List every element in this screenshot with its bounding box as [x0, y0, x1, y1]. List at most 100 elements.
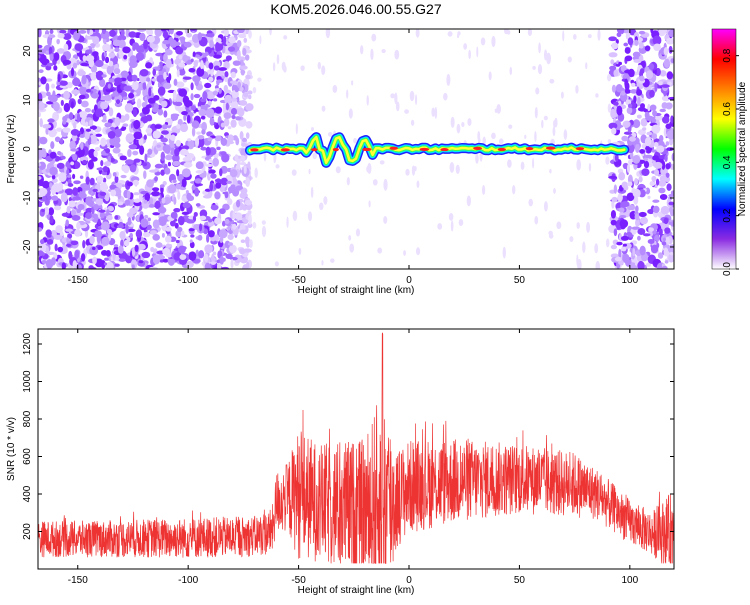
heatmap-noise-blob	[106, 215, 113, 221]
heatmap-noise-blob	[101, 236, 110, 246]
heatmap-faint-blob	[272, 62, 276, 72]
x-tick-label: 100	[621, 275, 638, 286]
heatmap-noise-blob	[125, 133, 135, 143]
heatmap-noise-blob	[101, 74, 107, 78]
heatmap-faint-blob	[443, 92, 448, 101]
heatmap-noise-blob	[181, 111, 188, 116]
heatmap-noise-blob	[39, 118, 43, 128]
heatmap-noise-blob	[93, 150, 98, 158]
heatmap-noise-blob	[151, 78, 157, 82]
chart-title: KOM5.2026.046.00.55.G27	[270, 1, 441, 17]
heatmap-noise-blob	[46, 101, 54, 105]
heatmap-noise-blob	[181, 230, 185, 237]
heatmap-noise-blob	[74, 250, 80, 260]
heatmap-noise-blob	[41, 252, 45, 256]
heatmap-noise-blob	[99, 211, 105, 219]
heatmap-noise-blob	[105, 147, 111, 154]
heatmap-noise-blob	[61, 262, 67, 269]
heatmap-noise-blob	[103, 51, 107, 58]
heatmap-noise-blob	[92, 256, 97, 265]
heatmap-noise-blob	[151, 106, 159, 113]
heatmap-noise-blob	[38, 48, 47, 55]
heatmap-noise-blob	[209, 182, 214, 192]
heatmap-noise-blob	[658, 29, 668, 35]
heatmap-noise-blob	[198, 250, 205, 259]
heatmap-faint-blob	[413, 166, 417, 172]
colorbar-strip	[711, 28, 737, 270]
heatmap-noise-blob	[154, 200, 161, 210]
heatmap-noise-blob	[66, 168, 70, 176]
heatmap-noise-blob	[62, 127, 71, 133]
heatmap-noise-blob	[228, 244, 237, 254]
heatmap-noise-blob	[196, 67, 205, 77]
heatmap-faint-blob	[527, 29, 533, 36]
heatmap-noise-blob	[46, 239, 54, 245]
heatmap-faint-blob	[607, 139, 612, 144]
heatmap-noise-blob	[215, 37, 222, 44]
heatmap-noise-blob	[76, 112, 81, 123]
heatmap-noise-blob	[176, 30, 183, 36]
heatmap-noise-blob	[66, 205, 71, 214]
heatmap-noise-blob	[638, 176, 643, 183]
heatmap-noise-blob	[243, 165, 247, 174]
heatmap-noise-blob	[45, 245, 50, 256]
heatmap-noise-blob	[56, 38, 60, 45]
heatmap-noise-blob	[215, 43, 224, 51]
heatmap-faint-blob	[348, 108, 353, 119]
heatmap-noise-blob	[88, 188, 92, 195]
heatmap-noise-blob	[163, 71, 167, 80]
heatmap-noise-blob	[652, 229, 657, 235]
heatmap-noise-blob	[179, 148, 189, 156]
heatmap-noise-blob	[85, 212, 92, 219]
heatmap-noise-blob	[620, 235, 629, 241]
heatmap-noise-blob	[220, 177, 228, 186]
heatmap-noise-blob	[612, 109, 618, 118]
heatmap-noise-blob	[206, 233, 210, 243]
colorbar-tick-label: 0.6	[722, 102, 733, 116]
heatmap-faint-blob	[325, 29, 331, 39]
heatmap-faint-blob	[524, 134, 527, 139]
heatmap-noise-blob	[204, 244, 213, 254]
heatmap-noise-blob	[642, 127, 647, 131]
heatmap-noise-blob	[65, 228, 74, 232]
heatmap-noise-blob	[232, 210, 236, 220]
heatmap-noise-blob	[100, 101, 109, 110]
heatmap-noise-blob	[624, 47, 631, 54]
heatmap-noise-blob	[669, 206, 673, 214]
heatmap-noise-blob	[86, 29, 90, 35]
heatmap-noise-blob	[106, 65, 114, 75]
heatmap-hot-spot	[497, 147, 506, 152]
heatmap-noise-blob	[670, 58, 674, 64]
heatmap-noise-blob	[47, 118, 55, 123]
heatmap-faint-blob	[248, 239, 253, 249]
heatmap-noise-blob	[148, 87, 152, 97]
heatmap-noise-blob	[612, 101, 619, 106]
heatmap-noise-blob	[130, 89, 134, 94]
heatmap-faint-blob	[576, 254, 579, 266]
heatmap-noise-blob	[215, 182, 222, 189]
heatmap-noise-blob	[230, 98, 238, 102]
x-tick-label: -100	[178, 575, 198, 586]
heatmap-noise-blob	[210, 204, 219, 211]
heatmap-noise-blob	[621, 246, 627, 252]
heatmap-noise-blob	[72, 62, 78, 69]
heatmap-noise-blob	[160, 169, 165, 176]
heatmap-hot-spot	[362, 147, 372, 152]
heatmap-noise-blob	[77, 98, 82, 105]
heatmap-noise-blob	[232, 135, 238, 141]
heatmap-noise-blob	[209, 39, 214, 49]
heatmap-faint-blob	[534, 216, 539, 225]
heatmap-faint-blob	[553, 187, 556, 194]
colorbar-label: Normalized spectral amplitude	[737, 81, 748, 216]
heatmap-faint-blob	[576, 222, 580, 229]
heatmap-noise-blob	[207, 230, 215, 238]
heatmap-noise-blob	[652, 35, 662, 46]
heatmap-noise-blob	[627, 37, 634, 46]
heatmap-noise-blob	[631, 226, 641, 230]
heatmap-noise-blob	[143, 203, 151, 208]
heatmap-noise-blob	[220, 122, 225, 128]
heatmap-noise-blob	[178, 36, 186, 41]
spectrogram-y-ticks: -20 -10 0 10 20	[22, 45, 674, 254]
heatmap-noise-blob	[618, 207, 625, 213]
heatmap-noise-blob	[647, 239, 655, 245]
